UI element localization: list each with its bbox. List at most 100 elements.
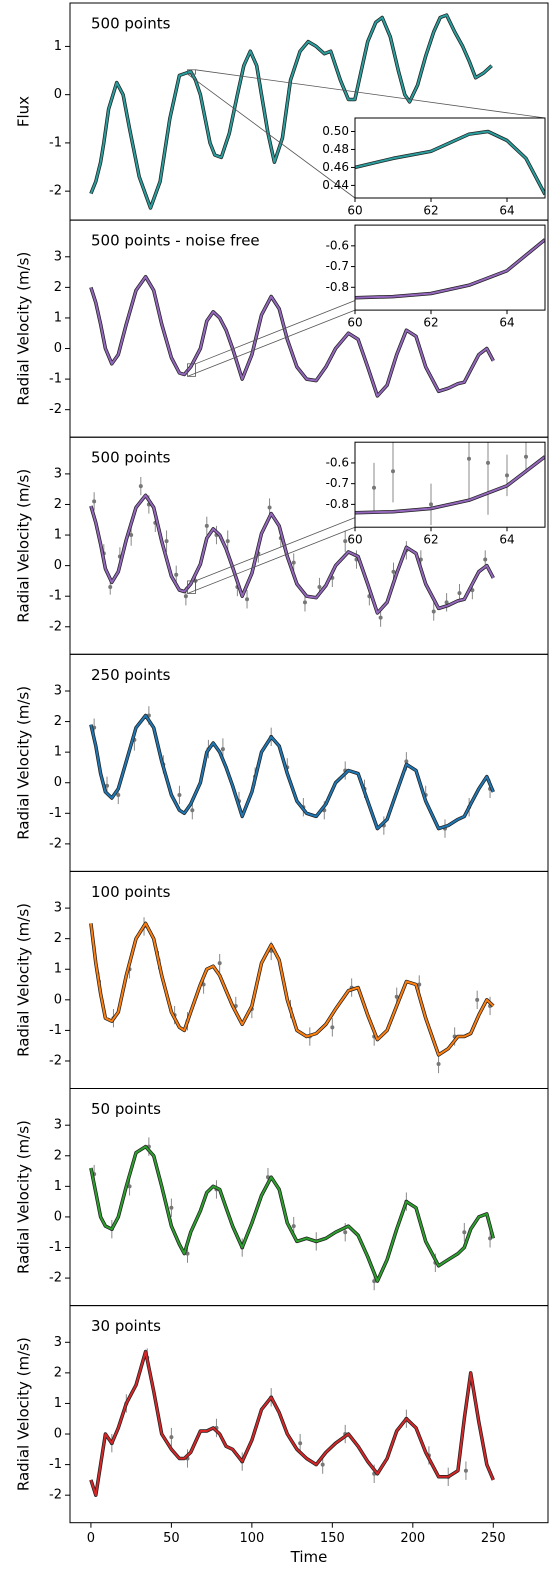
data-point [204, 523, 209, 528]
data-point [183, 594, 188, 599]
data-point [217, 961, 222, 966]
inset-x-tick-label: 64 [499, 204, 514, 218]
data-point [127, 1184, 132, 1189]
panel-annotation: 500 points [91, 15, 171, 33]
y-tick-label: -1 [49, 589, 62, 604]
data-point [444, 600, 449, 605]
plot-area [89, 1348, 495, 1497]
y-tick-label: -2 [49, 1488, 62, 1503]
y-tick-label: -2 [49, 402, 62, 417]
plot-area [89, 476, 495, 627]
y-tick-label: 1 [54, 39, 62, 54]
y-tick-label: 0 [54, 558, 62, 573]
plot-area [89, 13, 493, 210]
y-tick-label: 2 [54, 931, 62, 946]
data-point [129, 533, 134, 538]
zoom-connector [187, 526, 356, 594]
data-point [92, 499, 97, 504]
y-tick-label: -1 [49, 372, 62, 387]
data-point [486, 460, 490, 465]
inset-y-tick-label: -0.7 [326, 476, 349, 490]
y-tick-label: 0 [54, 1427, 62, 1442]
data-point [302, 600, 307, 605]
plot-area [89, 274, 495, 398]
line [89, 14, 493, 209]
y-tick-label: 1 [54, 745, 62, 760]
data-point [394, 994, 399, 999]
panel-annotation: 30 points [91, 1317, 161, 1335]
data-point [169, 1205, 174, 1210]
data-point [429, 502, 433, 507]
data-point [457, 591, 462, 596]
line [89, 1350, 495, 1497]
y-tick-label: 3 [54, 466, 62, 481]
zoom-connector [187, 73, 356, 199]
y-axis-label: Radial Velocity (m/s) [15, 1337, 33, 1491]
line-shadow [89, 1349, 495, 1497]
line-shadow [89, 713, 495, 831]
panel-frame [69, 653, 549, 872]
inset-x-tick-label: 60 [347, 204, 362, 218]
data-point [317, 585, 322, 590]
zoom-box [187, 69, 196, 75]
data-point [330, 1025, 335, 1030]
panel-frame [69, 1088, 549, 1307]
zoom-box [187, 580, 196, 594]
line [355, 238, 545, 299]
x-tick-label: 200 [400, 1531, 425, 1546]
y-tick-label: 0 [54, 341, 62, 356]
data-point [220, 747, 225, 752]
inset: 0.44 0.46 0.48 0.50 60 62 64 [322, 117, 546, 218]
panel: -2 -1 0 1 2 3 Radial Velocity (m/s) 250 points [15, 653, 549, 872]
y-tick-label: 2 [54, 1148, 62, 1163]
data-point [177, 792, 182, 797]
plot-area [89, 706, 495, 838]
data-point [488, 1236, 493, 1241]
data-point [291, 1224, 296, 1229]
zoom-connector [195, 69, 546, 119]
data-point [505, 473, 509, 478]
panel-frame [69, 870, 549, 1090]
y-tick-label: -1 [49, 135, 62, 150]
x-tick-label: 250 [481, 1531, 506, 1546]
data-point [417, 982, 422, 987]
y-tick-label: 0 [54, 992, 62, 1007]
data-point [378, 615, 383, 620]
panel: -2 -1 0 1 2 3 0 50 100 150 200 250 Time Radial Veloci… [15, 1305, 549, 1566]
inset-frame [354, 441, 546, 528]
line [89, 922, 494, 1056]
data-point [391, 569, 396, 574]
inset-x-tick-label: 60 [347, 316, 362, 330]
zoom-box [187, 363, 196, 377]
line [355, 130, 545, 195]
data-point [343, 1230, 348, 1235]
y-tick-label: 3 [54, 1118, 62, 1133]
inset: -0.8 -0.7 -0.6 60 62 64 [326, 441, 546, 547]
data-point [475, 997, 480, 1002]
data-point [169, 1435, 174, 1440]
x-tick-label: 150 [320, 1531, 345, 1546]
panel: -2 -1 0 1 Flux 500 points 0.44 0.46 0.48 0.50 60 62… [15, 2, 549, 221]
data-point [105, 783, 110, 788]
panel: -2 -1 0 1 2 3 Radial Velocity (m/s) 500 points … [15, 219, 549, 438]
y-tick-label: 3 [54, 249, 62, 264]
inset-plot [355, 442, 545, 526]
data-point [483, 557, 488, 562]
line [89, 494, 495, 614]
y-tick-label: 1 [54, 528, 62, 543]
panel: -2 -1 0 1 2 3 Radial Velocity (m/s) 50 points [15, 1088, 549, 1307]
data-point [245, 597, 250, 602]
x-axis-label: Time [290, 1548, 328, 1566]
x-tick-label: 0 [87, 1531, 95, 1546]
inset-bg [355, 118, 545, 198]
inset-x-tick-label: 62 [423, 204, 438, 218]
data-point [372, 485, 376, 490]
inset-y-tick-label: -0.7 [326, 259, 349, 273]
y-tick-label: -2 [49, 184, 62, 199]
y-tick-label: 2 [54, 497, 62, 512]
line [89, 714, 495, 830]
data-point [463, 1468, 468, 1473]
y-tick-label: 0 [54, 775, 62, 790]
panel-annotation: 500 points - noise free [91, 232, 260, 250]
